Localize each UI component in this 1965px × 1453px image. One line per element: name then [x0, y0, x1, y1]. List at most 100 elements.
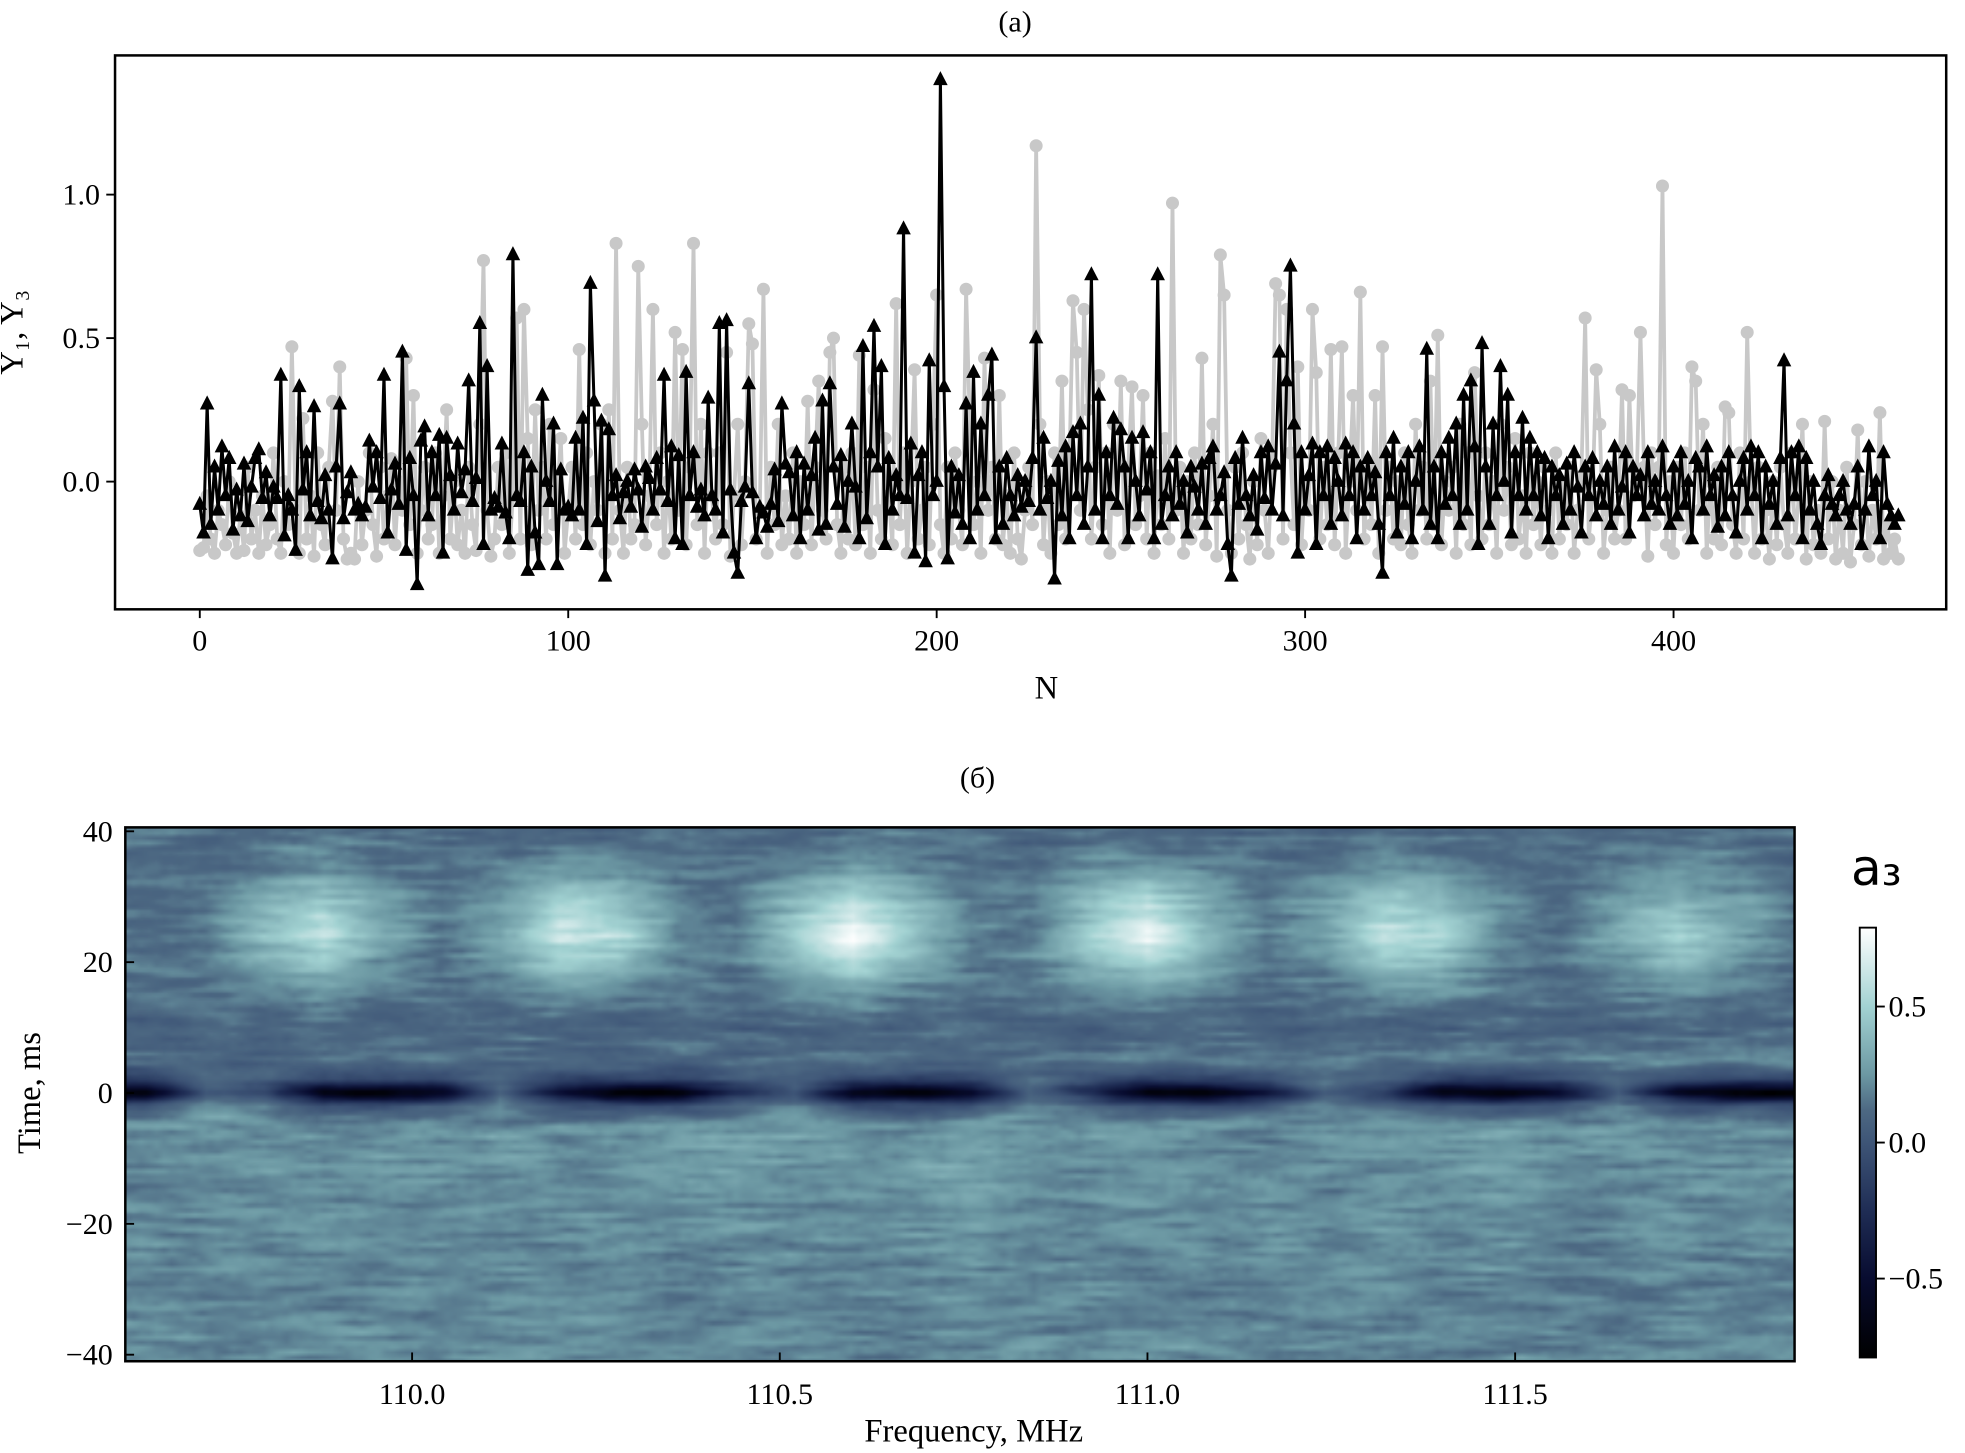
- data-point-circle: [1409, 417, 1423, 431]
- data-point-triangle: [966, 363, 981, 378]
- data-point-circle: [1007, 446, 1021, 460]
- data-point-circle: [1567, 546, 1581, 560]
- data-point-triangle: [1714, 458, 1729, 473]
- data-point-circle: [1346, 389, 1360, 403]
- data-point-triangle: [1607, 438, 1622, 453]
- data-point-triangle: [199, 395, 215, 410]
- data-point-circle: [1136, 389, 1150, 403]
- data-point-triangle: [1541, 530, 1556, 545]
- data-point-circle: [1011, 532, 1025, 546]
- data-point-triangle: [590, 513, 605, 528]
- data-point-circle: [742, 317, 756, 331]
- data-point-triangle: [207, 458, 222, 473]
- data-point-triangle: [520, 561, 535, 576]
- data-point-triangle: [796, 455, 812, 470]
- data-point-triangle: [1010, 467, 1025, 482]
- data-point-triangle: [1412, 438, 1427, 453]
- data-point-triangle: [925, 487, 941, 502]
- data-point-triangle: [1655, 438, 1670, 453]
- data-point-circle: [1165, 196, 1179, 210]
- colorbar-tick-label: 0.5: [1889, 990, 1927, 1024]
- data-point-circle: [1799, 552, 1813, 566]
- data-point-triangle: [881, 449, 897, 464]
- data-point-triangle: [277, 527, 292, 542]
- data-point-triangle: [800, 501, 815, 516]
- data-point-triangle: [1172, 495, 1188, 510]
- data-point-triangle: [700, 389, 716, 404]
- data-point-circle: [1714, 538, 1729, 552]
- data-point-triangle: [1507, 444, 1523, 459]
- data-point-triangle: [1721, 444, 1737, 459]
- data-point-circle: [675, 343, 690, 357]
- data-point-triangle: [958, 395, 974, 410]
- data-point-triangle: [203, 515, 219, 530]
- data-point-circle: [819, 532, 833, 546]
- data-point-triangle: [597, 567, 613, 582]
- data-point-triangle: [678, 363, 694, 378]
- data-point-triangle: [630, 481, 646, 496]
- data-point-triangle: [328, 458, 344, 473]
- data-point-triangle: [1257, 490, 1272, 505]
- data-point-triangle: [852, 530, 867, 545]
- data-point-triangle: [1227, 449, 1243, 464]
- data-point-triangle: [513, 492, 528, 507]
- data-point-triangle: [664, 438, 679, 453]
- data-point-circle: [1243, 552, 1257, 566]
- data-point-triangle: [310, 492, 325, 507]
- data-point-triangle: [1139, 481, 1154, 496]
- data-point-triangle: [933, 71, 948, 86]
- data-point-circle: [1770, 538, 1784, 552]
- data-point-triangle: [1669, 507, 1685, 522]
- panel-a-ticks: 0 100 200 300 400 0.0 0.5 1.0: [62, 178, 1696, 658]
- data-point-triangle: [1150, 266, 1165, 281]
- data-point-triangle: [1338, 435, 1353, 450]
- data-point-circle: [1818, 414, 1832, 428]
- data-point-triangle: [601, 421, 617, 436]
- data-point-triangle: [1415, 501, 1431, 516]
- data-point-circle: [1655, 179, 1669, 193]
- data-point-triangle: [1080, 458, 1096, 473]
- data-point-circle: [259, 538, 273, 552]
- data-point-triangle: [1824, 495, 1840, 510]
- data-point-triangle: [1286, 415, 1302, 430]
- data-point-triangle: [955, 515, 970, 530]
- data-point-triangle: [1795, 530, 1810, 545]
- data-point-triangle: [1205, 438, 1221, 453]
- data-point-triangle: [1120, 530, 1136, 545]
- data-point-triangle: [1091, 386, 1107, 401]
- data-point-triangle: [977, 487, 992, 502]
- data-point-triangle: [1084, 266, 1099, 281]
- data-point-triangle: [1751, 444, 1766, 459]
- colorbar-tick-label: −0.5: [1889, 1262, 1944, 1296]
- data-point-triangle: [1552, 467, 1567, 482]
- data-point-circle: [1376, 340, 1390, 354]
- series-y3-black: [192, 71, 1906, 591]
- data-point-triangle: [1187, 478, 1202, 493]
- data-point-triangle: [1305, 435, 1320, 450]
- data-point-circle: [1195, 351, 1209, 365]
- data-point-triangle: [586, 392, 602, 407]
- x-tick-label: 111.0: [1115, 1377, 1180, 1411]
- data-point-circle: [1405, 546, 1419, 560]
- data-point-triangle: [583, 274, 598, 289]
- data-point-circle: [248, 503, 262, 517]
- data-point-triangle: [1526, 487, 1541, 502]
- data-point-triangle: [1168, 444, 1184, 459]
- data-point-triangle: [951, 467, 967, 482]
- data-point-triangle: [1441, 429, 1457, 444]
- data-point-triangle: [1106, 409, 1121, 424]
- data-point-triangle: [225, 521, 241, 536]
- data-point-triangle: [210, 501, 226, 516]
- data-point-circle: [513, 532, 527, 546]
- data-point-triangle: [1434, 444, 1449, 459]
- data-point-triangle: [1710, 518, 1726, 533]
- data-point-triangle: [1758, 458, 1773, 473]
- data-point-triangle: [877, 536, 893, 551]
- data-point-triangle: [1544, 458, 1560, 473]
- x-tick-label: 400: [1651, 624, 1696, 658]
- data-point-circle: [1103, 546, 1117, 560]
- data-point-circle: [959, 282, 973, 296]
- data-point-triangle: [1249, 521, 1265, 536]
- data-point-triangle: [1736, 449, 1751, 464]
- data-point-triangle: [1260, 438, 1276, 453]
